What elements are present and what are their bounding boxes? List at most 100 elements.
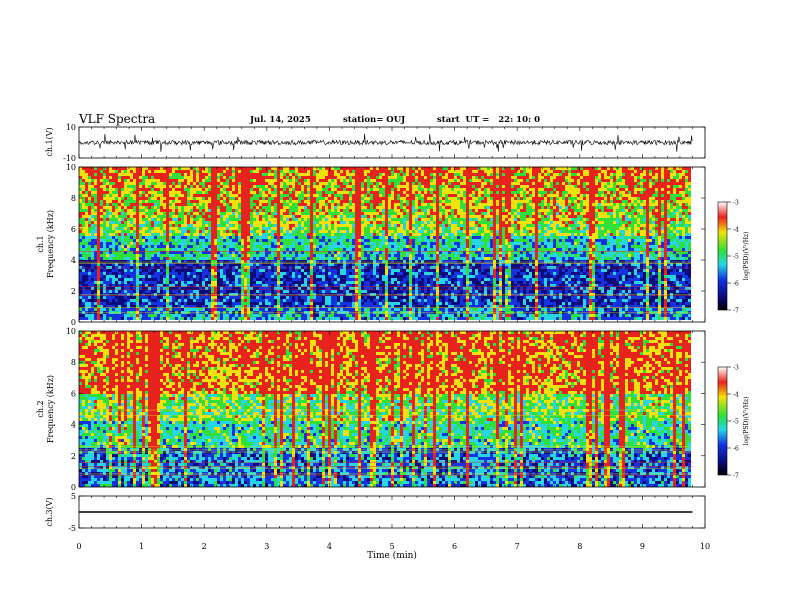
spectrogram-cell (187, 191, 190, 194)
spectrogram-cell (502, 191, 505, 194)
spectrogram-cell (241, 218, 244, 221)
spectrogram-cell (496, 221, 499, 224)
spectrogram-cell (322, 200, 325, 203)
spectrogram-cell (337, 215, 340, 218)
spectrogram-cell (658, 194, 661, 197)
spectrogram-cell (337, 203, 340, 206)
spectrogram-cell (568, 224, 571, 227)
spectrogram-cell (400, 176, 403, 179)
spectrogram-cell (205, 233, 208, 236)
spectrogram-cell (658, 185, 661, 188)
spectrogram-cell (556, 176, 559, 179)
spectrogram-cell (268, 224, 271, 227)
spectrogram-cell (652, 215, 655, 218)
spectrogram-cell (262, 167, 265, 170)
spectrogram-cell (481, 188, 484, 191)
spectrogram-cell (232, 185, 235, 188)
spectrogram-cell (115, 203, 118, 206)
spectrogram-cell (364, 236, 367, 239)
spectrogram-cell (457, 188, 460, 191)
spectrogram-cell (595, 176, 598, 179)
spectrogram-cell (136, 233, 139, 236)
spectrogram-cell (487, 203, 490, 206)
spectrogram-cell (634, 209, 637, 212)
spectrogram-cell (193, 185, 196, 188)
spectrogram-cell (148, 191, 151, 194)
spectrogram-cell (307, 224, 310, 227)
spectrogram-cell (478, 203, 481, 206)
spectrogram-cell (406, 218, 409, 221)
spectrogram-cell (655, 206, 658, 209)
spectrogram-cell (676, 236, 679, 239)
spectrogram-cell (454, 200, 457, 203)
spectrogram-cell (280, 209, 283, 212)
spectrogram-cell (412, 212, 415, 215)
spectrogram-cell (463, 236, 466, 239)
spectrogram-cell (457, 167, 460, 170)
spectrogram-cell (652, 176, 655, 179)
spectrogram-cell (412, 227, 415, 230)
spectrogram-cell (511, 191, 514, 194)
spectrogram-cell (673, 203, 676, 206)
spectrogram-cell (436, 221, 439, 224)
spectrogram-cell (403, 170, 406, 173)
spectrogram-cell (640, 179, 643, 182)
spectrogram-cell (361, 173, 364, 176)
spectrogram-cell (394, 230, 397, 233)
spectrogram-cell (238, 167, 241, 170)
spectrogram-cell (481, 230, 484, 233)
spectrogram-cell (550, 218, 553, 221)
spectrogram-cell (88, 233, 91, 236)
spectrogram-cell (466, 233, 469, 236)
spectrogram-cell (106, 185, 109, 188)
spectrogram-cell (433, 173, 436, 176)
spectrogram-cell (625, 194, 628, 197)
spectrogram-cell (88, 191, 91, 194)
spectrogram-cell (673, 182, 676, 185)
spectrogram-cell (643, 194, 646, 197)
spectrogram-cell (139, 212, 142, 215)
spectrogram-cell (97, 170, 100, 173)
spectrogram-cell (100, 167, 103, 170)
spectrogram-cell (334, 230, 337, 233)
spectrogram-cell (232, 209, 235, 212)
spectrogram-cell (211, 203, 214, 206)
spectrogram-cell (187, 218, 190, 221)
spectrogram-cell (223, 233, 226, 236)
spectrogram-cell (616, 191, 619, 194)
spectrogram-cell (88, 221, 91, 224)
spectrogram-cell (130, 182, 133, 185)
spectrogram-cell (652, 179, 655, 182)
spectrogram-cell (505, 230, 508, 233)
spectrogram-cell (406, 224, 409, 227)
spectrogram-cell (643, 233, 646, 236)
spectrogram-cell (286, 194, 289, 197)
spectrogram-cell (592, 170, 595, 173)
spectrogram-cell (91, 230, 94, 233)
spectrogram-cell (631, 215, 634, 218)
spectrogram-cell (352, 191, 355, 194)
spectrogram-cell (85, 206, 88, 209)
spectrogram-cell (205, 209, 208, 212)
spectrogram-cell (91, 167, 94, 170)
spectrogram-cell (124, 236, 127, 239)
spectrogram-cell (247, 170, 250, 173)
spectrogram-cell (400, 191, 403, 194)
spectrogram-cell (304, 167, 307, 170)
spectrogram-cell (502, 182, 505, 185)
spectrogram-cell (493, 215, 496, 218)
spectrogram-cell (625, 200, 628, 203)
spectrogram-cell (136, 200, 139, 203)
spectrogram-cell (343, 182, 346, 185)
spectrogram-cell (370, 191, 373, 194)
spectrogram-cell (535, 218, 538, 221)
spectrogram-cell (148, 200, 151, 203)
spectrogram-cell (286, 227, 289, 230)
spectrogram-cell (640, 203, 643, 206)
spectrogram-cell (214, 167, 217, 170)
spectrogram-cell (142, 212, 145, 215)
spectrogram-cell (79, 221, 82, 224)
spectrogram-cell (160, 170, 163, 173)
spectrogram-cell (496, 218, 499, 221)
spectrogram-cell (271, 209, 274, 212)
